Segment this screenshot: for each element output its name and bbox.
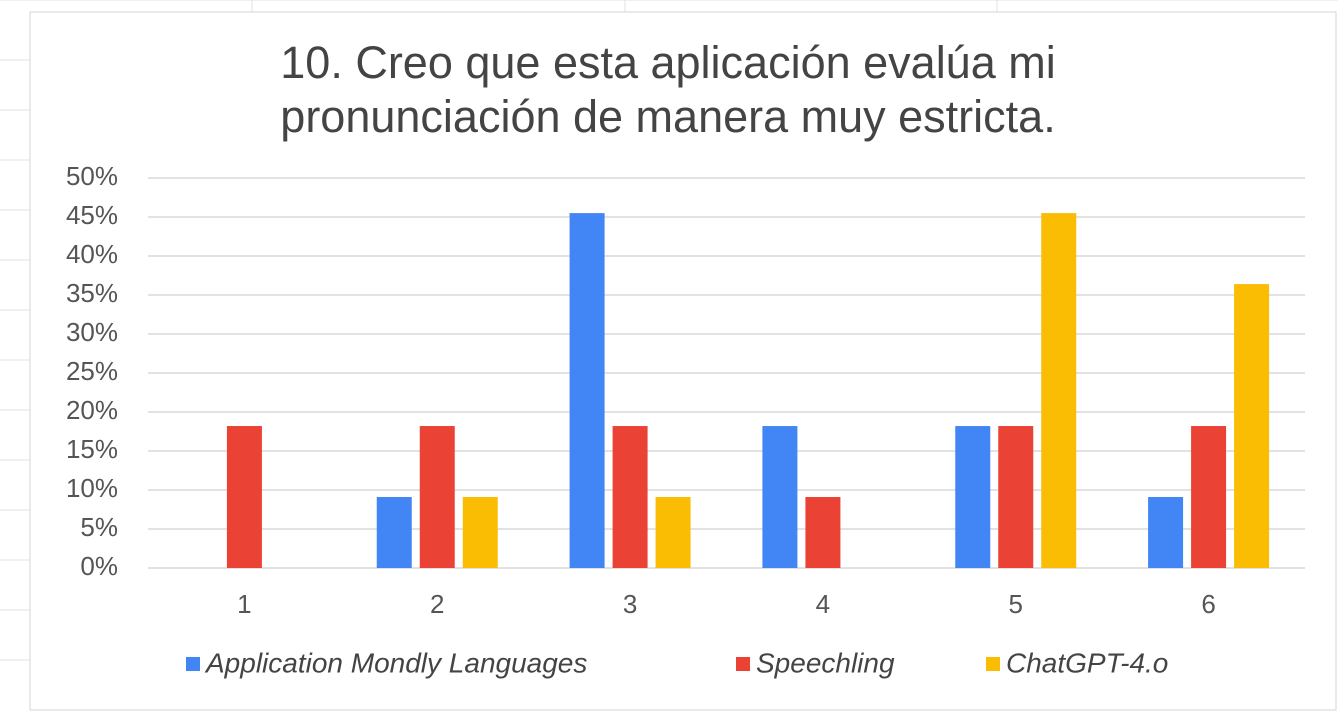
y-tick-label: 30% bbox=[66, 317, 118, 347]
x-tick-label: 3 bbox=[623, 589, 637, 619]
sheet-lines bbox=[0, 0, 1338, 661]
bar bbox=[226, 426, 262, 568]
x-tick-label: 6 bbox=[1201, 589, 1215, 619]
y-tick-label: 40% bbox=[66, 239, 118, 269]
bar bbox=[376, 497, 412, 568]
y-tick-label: 0% bbox=[80, 551, 118, 581]
legend-label: ChatGPT-4.o bbox=[1006, 647, 1168, 678]
bar bbox=[1148, 497, 1184, 568]
x-tick-label: 1 bbox=[237, 589, 251, 619]
bar bbox=[1191, 426, 1227, 568]
y-tick-label: 5% bbox=[80, 512, 118, 542]
legend-swatch bbox=[986, 657, 1000, 671]
bar bbox=[955, 426, 991, 568]
bar bbox=[762, 426, 798, 568]
bar bbox=[655, 497, 691, 568]
chart-title: 10. Creo que esta aplicación evalúa mi p… bbox=[280, 37, 1056, 142]
bar bbox=[998, 426, 1034, 568]
bar bbox=[1041, 213, 1077, 568]
chart-frame bbox=[29, 11, 1337, 711]
y-tick-label: 35% bbox=[66, 278, 118, 308]
y-tick-label: 15% bbox=[66, 434, 118, 464]
bar bbox=[1234, 284, 1270, 568]
legend-swatch bbox=[186, 657, 200, 671]
legend-label: Application Mondly Languages bbox=[204, 647, 587, 678]
legend-label: Speechling bbox=[756, 647, 895, 678]
y-tick-label: 10% bbox=[66, 473, 118, 503]
x-tick-label: 5 bbox=[1009, 589, 1023, 619]
bar bbox=[612, 426, 648, 568]
y-tick-label: 50% bbox=[66, 161, 118, 191]
y-tick-label: 45% bbox=[66, 200, 118, 230]
bar bbox=[569, 213, 605, 568]
x-tick-label: 2 bbox=[430, 589, 444, 619]
y-tick-label: 20% bbox=[66, 395, 118, 425]
y-tick-label: 25% bbox=[66, 356, 118, 386]
bar bbox=[462, 497, 498, 568]
legend-swatch bbox=[736, 657, 750, 671]
x-tick-label: 4 bbox=[816, 589, 830, 619]
bar bbox=[805, 497, 841, 568]
bar bbox=[419, 426, 455, 568]
